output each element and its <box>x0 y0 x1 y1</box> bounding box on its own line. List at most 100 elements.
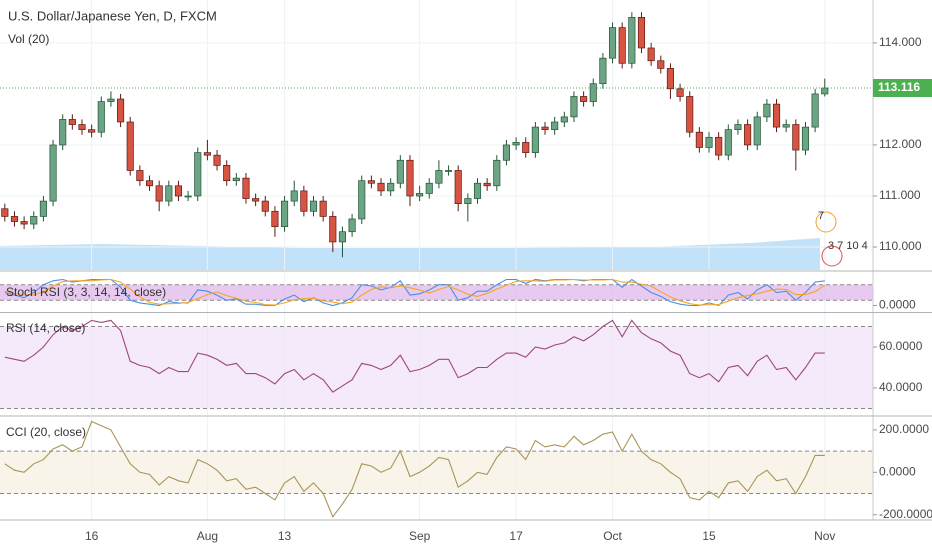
candle-body <box>715 136 723 156</box>
y-tick-label: 110.000 <box>879 239 922 253</box>
candle-body <box>358 180 366 220</box>
event-icon <box>821 245 843 267</box>
candle-body <box>68 119 76 125</box>
candle-body <box>522 142 530 153</box>
candle-body <box>377 182 385 192</box>
candle-body <box>445 170 453 172</box>
x-tick-label: 13 <box>278 529 292 543</box>
candle-body <box>367 180 375 184</box>
candle-body <box>126 121 134 171</box>
candle-body <box>387 182 395 192</box>
candle-body <box>541 126 549 130</box>
indicator-line <box>4 420 825 518</box>
candle-body <box>174 185 183 197</box>
candle-body <box>49 144 57 202</box>
candle-body <box>666 68 674 90</box>
candle-body <box>763 103 771 118</box>
plot-layer <box>0 0 873 520</box>
candle-body <box>580 96 588 102</box>
y-tick-label: 111.000 <box>879 188 921 202</box>
candle-body <box>483 182 491 187</box>
candle-body <box>753 116 761 146</box>
candle-body <box>657 60 665 69</box>
candle-body <box>724 129 732 156</box>
candle-body <box>416 193 424 197</box>
y-tick-label: 0.0000 <box>879 298 916 312</box>
candle-body <box>203 152 211 156</box>
chart-title: U.S. Dollar/Japanese Yen, D, FXCM <box>8 8 217 23</box>
candle-body <box>338 231 346 243</box>
candle-body <box>792 124 800 151</box>
candle-body <box>676 88 684 97</box>
y-tick-label: 40.0000 <box>879 380 923 394</box>
candle-body <box>512 142 520 146</box>
candle-body <box>531 126 539 153</box>
candle-body <box>117 98 125 123</box>
candle-body <box>686 96 694 133</box>
x-tick-label: 16 <box>85 529 99 543</box>
indicator-line <box>4 278 826 306</box>
candle-body <box>464 198 472 204</box>
candle-body <box>88 129 96 133</box>
candle-body <box>705 136 713 148</box>
candle-body <box>107 98 115 102</box>
candle-body <box>551 121 559 130</box>
candle-body <box>213 154 221 166</box>
candle-body <box>801 126 810 151</box>
candle-body <box>637 17 646 49</box>
indicator-line <box>4 278 825 307</box>
event-icon <box>815 211 837 233</box>
candle-body <box>734 124 742 130</box>
y-tick-label: 200.0000 <box>879 422 929 436</box>
band-fill <box>0 326 873 409</box>
y-tick-label: 0.0000 <box>879 464 916 478</box>
x-tick-label: Sep <box>409 529 431 543</box>
candle-body <box>772 103 781 128</box>
candle-body <box>20 221 28 225</box>
candle-body <box>78 124 86 130</box>
candle-body <box>608 27 617 59</box>
pane-title: Stoch RSI (3, 3, 14, 14, close) <box>6 285 166 299</box>
last-price-label: 113.116 <box>878 80 920 94</box>
candle-body <box>242 177 250 199</box>
candle-body <box>10 216 19 222</box>
candle-body <box>473 182 482 199</box>
candle-body <box>821 87 829 95</box>
volume-area <box>0 238 820 270</box>
x-tick-label: Aug <box>197 529 218 543</box>
annotation: 3 7 10 4 <box>828 240 868 252</box>
pane-title: RSI (14, close) <box>6 321 85 335</box>
candle-body <box>184 195 192 198</box>
last-price-box <box>873 78 932 97</box>
candle-body <box>435 170 443 184</box>
candle-body <box>1 208 9 217</box>
candle-body <box>271 210 279 227</box>
candle-body <box>165 185 173 202</box>
candle-body <box>309 200 318 212</box>
candle-body <box>252 198 260 202</box>
candle-body <box>744 124 752 146</box>
y-tick-label: 60.0000 <box>879 339 923 353</box>
candle-body <box>319 200 327 217</box>
candle-body <box>599 57 607 85</box>
candle-body <box>618 27 626 64</box>
candle-body <box>39 200 47 217</box>
y-tick-label: 114.000 <box>879 35 922 49</box>
pane <box>0 420 873 518</box>
candle-body <box>261 200 269 212</box>
candle-body <box>454 170 462 204</box>
candle-body <box>329 216 337 243</box>
candle-body <box>396 159 404 184</box>
band-fill <box>0 451 873 494</box>
x-tick-label: Nov <box>814 529 835 543</box>
candle-body <box>560 116 568 123</box>
candle-body <box>223 165 231 182</box>
candle-body <box>97 101 105 133</box>
y-tick-label: 112.000 <box>879 137 922 151</box>
candle-body <box>502 144 510 161</box>
candle-body <box>281 200 289 227</box>
chart-subtitle: Vol (20) <box>8 32 49 46</box>
pane <box>0 319 873 409</box>
candle-body <box>406 159 414 197</box>
